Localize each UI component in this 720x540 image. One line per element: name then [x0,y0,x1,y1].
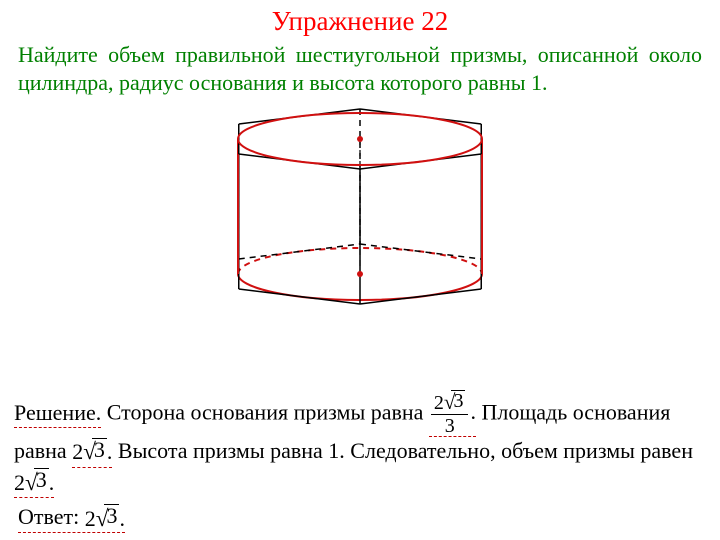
solution-text-3: Высота призмы равна 1. Следовательно, об… [118,438,693,463]
answer-label: Ответ: [18,504,79,529]
answer-line: Ответ: 2√3. [18,504,125,533]
answer-value: 2√3. [85,506,125,532]
prism-cylinder-diagram [200,104,520,314]
volume-formula: 2√3. [14,469,54,498]
solution-text-1: Сторона основания призмы равна [107,400,424,425]
side-length-formula: 2√3 3 . [429,392,476,437]
page-title: Упражнение 22 [0,0,720,37]
base-area-formula: 2√3. [72,438,112,467]
problem-text: Найдите объем правильной шестиугольной п… [0,37,720,96]
solution-block: Решение. Сторона основания призмы равна … [14,392,714,498]
diagram-container [0,104,720,319]
solution-label: Решение. [14,399,101,428]
